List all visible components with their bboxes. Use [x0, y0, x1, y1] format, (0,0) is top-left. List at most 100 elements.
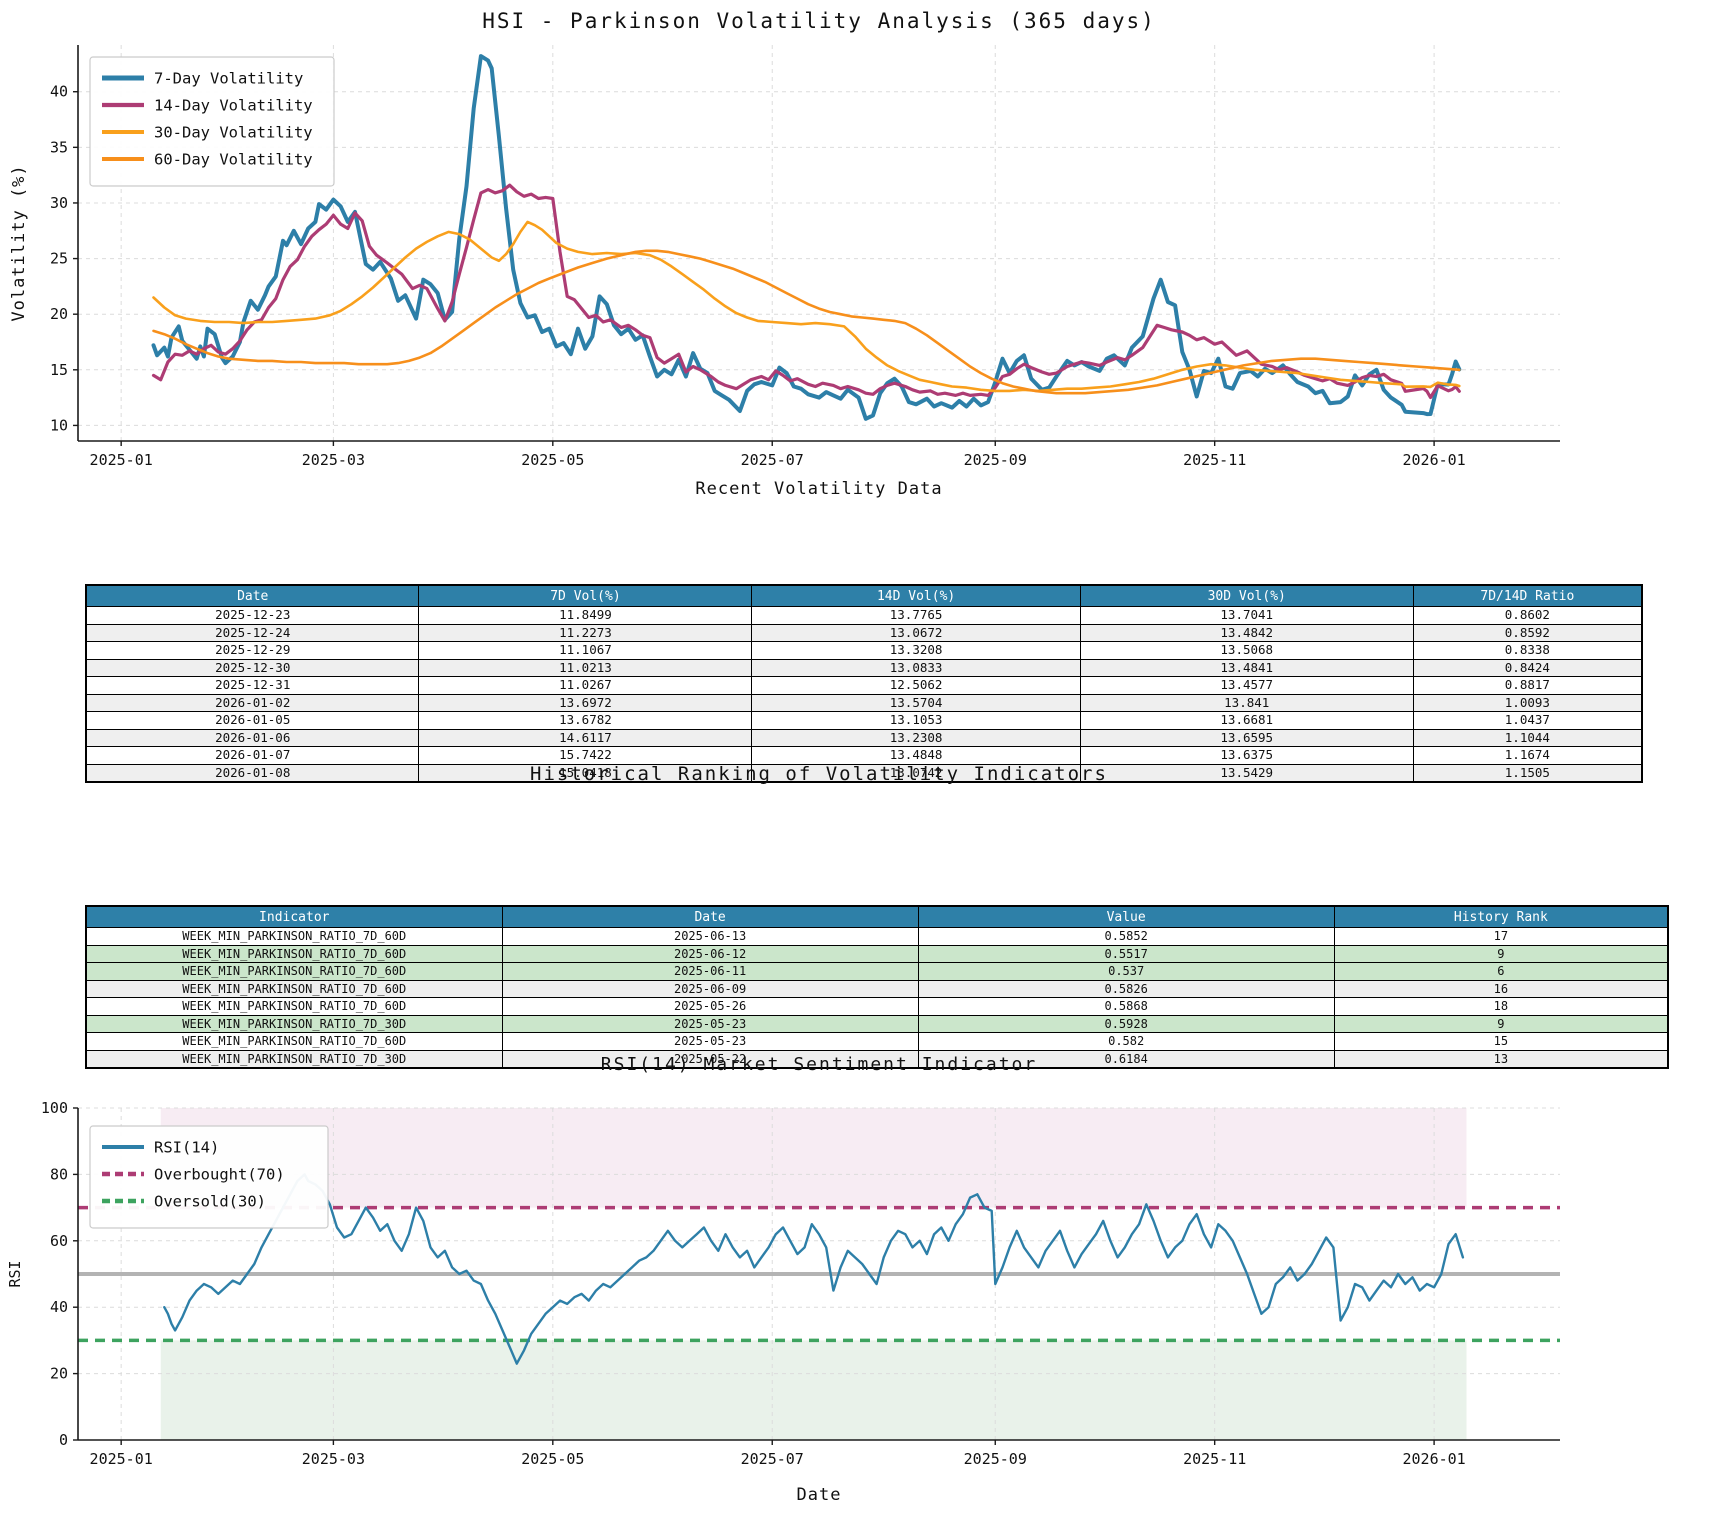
column-header: Date — [85, 584, 420, 607]
table-cell: 0.5517 — [917, 944, 1335, 963]
historical-ranking-table: Indicator Date Value History Rank WEEK_MIN_… — [85, 905, 1669, 1069]
table-cell: 13.5068 — [1079, 641, 1414, 660]
column-header: Date — [501, 905, 919, 928]
legend-label: 60-Day Volatility — [154, 151, 313, 169]
table-cell: 0.537 — [917, 962, 1335, 981]
x-tick-label: 2025-03 — [302, 1450, 365, 1468]
table-cell: 9 — [1333, 944, 1669, 963]
table-row: 2025-12-24 11.2273 13.0672 13.4842 0.8592 — [85, 623, 1643, 642]
table-cell: 11.0267 — [418, 676, 753, 695]
table-cell: 13.2308 — [751, 728, 1081, 747]
table-cell: 2026-01-06 — [85, 728, 420, 747]
x-tick-label: 2025-05 — [521, 451, 584, 469]
recent-table-body: 2025-12-23 11.8499 13.7765 13.7041 0.8602 202… — [85, 606, 1643, 783]
table-cell: 18 — [1333, 997, 1669, 1016]
x-tick-label: 2025-11 — [1183, 1450, 1246, 1468]
ranking-table-body: WEEK_MIN_PARKINSON_RATIO_7D_60D 2025-06-1… — [85, 927, 1669, 1069]
overbought-zone — [160, 1108, 1467, 1208]
table-cell: 11.8499 — [418, 606, 753, 625]
table-cell: 13.841 — [1079, 693, 1414, 712]
table-cell: 2025-12-31 — [85, 676, 420, 695]
table-row: 2025-12-31 11.0267 12.5062 13.4577 0.8817 — [85, 676, 1643, 695]
table-cell: 2025-12-29 — [85, 641, 420, 660]
table-row: 2026-01-02 13.6972 13.5704 13.841 1.0093 — [85, 693, 1643, 712]
table-cell: 17 — [1333, 927, 1669, 946]
table-cell: 0.6184 — [917, 1049, 1335, 1069]
rsi-chart-title: RSI(14) Market Sentiment Indicator — [601, 1054, 1037, 1075]
column-header: 7D Vol(%) — [418, 584, 753, 607]
table-cell: 13.6782 — [418, 711, 753, 730]
x-tick-label: 2025-01 — [90, 1450, 153, 1468]
x-tick-label: 2025-01 — [90, 451, 153, 469]
table-cell: 13.7041 — [1079, 606, 1414, 625]
x-tick-label: 2025-07 — [741, 451, 804, 469]
x-tick-label: 2025-11 — [1183, 451, 1246, 469]
table-cell: 13.4848 — [751, 746, 1081, 765]
table-cell: 0.5928 — [917, 1014, 1335, 1033]
x-tick-label: 2026-01 — [1402, 451, 1465, 469]
column-header: Value — [917, 905, 1335, 928]
legend-label: Overbought(70) — [154, 1166, 285, 1184]
table-cell: 1.1044 — [1412, 728, 1643, 747]
table-cell: 11.1067 — [418, 641, 753, 660]
table-cell: 0.5852 — [917, 927, 1335, 946]
y-tick-label: 35 — [50, 138, 68, 156]
table-row: WEEK_MIN_PARKINSON_RATIO_7D_60D 2025-06-1… — [85, 962, 1669, 981]
y-tick-label: 20 — [50, 305, 68, 323]
recent-table-title: Recent Volatility Data — [695, 479, 942, 499]
table-cell: 11.0213 — [418, 658, 753, 677]
volatility-y-axis-label: Volatility (%) — [9, 164, 29, 321]
table-cell: 1.0437 — [1412, 711, 1643, 730]
rsi-chart: 0 20 40 60 80 100 2025-01 2025-03 2025-05 2025-07… — [6, 1054, 1560, 1505]
table-cell: 13.7765 — [751, 606, 1081, 625]
table-row: WEEK_MIN_PARKINSON_RATIO_7D_30D 2025-05-2… — [85, 1049, 1669, 1069]
table-cell: 15.7422 — [418, 746, 753, 765]
table-cell: 15.0418 — [418, 763, 753, 783]
legend-box — [89, 1125, 329, 1229]
legend-label: RSI(14) — [154, 1139, 219, 1157]
table-cell: WEEK_MIN_PARKINSON_RATIO_7D_60D — [85, 944, 503, 963]
table-cell: 2025-12-30 — [85, 658, 420, 677]
ranking-table-head: Indicator Date Value History Rank — [85, 905, 1669, 928]
table-cell: 13.0833 — [751, 658, 1081, 677]
volatility-chart-title: HSI - Parkinson Volatility Analysis (365… — [482, 9, 1156, 33]
table-cell: 13.5429 — [1079, 763, 1414, 783]
table-cell: 13.6681 — [1079, 711, 1414, 730]
column-header: Indicator — [85, 905, 503, 928]
table-cell: 2025-06-13 — [501, 927, 919, 946]
recent-volatility-table: Date 7D Vol(%) 14D Vol(%) 30D Vol(%) 7D/14D … — [85, 584, 1643, 783]
y-tick-label: 80 — [50, 1165, 68, 1183]
legend-box — [89, 56, 335, 187]
table-row: WEEK_MIN_PARKINSON_RATIO_7D_60D 2025-06-1… — [85, 944, 1669, 963]
table-cell: 0.8338 — [1412, 641, 1643, 660]
table-cell: 2025-12-23 — [85, 606, 420, 625]
table-cell: 0.5826 — [917, 979, 1335, 998]
14-day-volatility-line — [151, 183, 1461, 400]
table-row: WEEK_MIN_PARKINSON_RATIO_7D_60D 2025-05-2… — [85, 1032, 1669, 1051]
table-cell: 13.1053 — [751, 711, 1081, 730]
table-cell: 2025-05-22 — [501, 1049, 919, 1069]
table-cell: 0.5868 — [917, 997, 1335, 1016]
oversold-zone — [160, 1340, 1467, 1440]
table-cell: 13.6595 — [1079, 728, 1414, 747]
y-tick-label: 10 — [50, 416, 68, 434]
x-tick-label: 2025-05 — [521, 1450, 584, 1468]
recent-table-head: Date 7D Vol(%) 14D Vol(%) 30D Vol(%) 7D/14D … — [85, 584, 1643, 607]
legend-label: 30-Day Volatility — [154, 124, 313, 142]
table-cell: 2025-05-23 — [501, 1014, 919, 1033]
y-tick-label: 15 — [50, 361, 68, 379]
y-tick-label: 20 — [50, 1365, 68, 1383]
table-row: WEEK_MIN_PARKINSON_RATIO_7D_60D 2025-06-1… — [85, 927, 1669, 946]
table-cell: 2025-06-09 — [501, 979, 919, 998]
column-header: 14D Vol(%) — [751, 584, 1081, 607]
table-cell: WEEK_MIN_PARKINSON_RATIO_7D_30D — [85, 1049, 503, 1069]
table-row: WEEK_MIN_PARKINSON_RATIO_7D_60D 2025-05-2… — [85, 997, 1669, 1016]
x-tick-label: 2025-09 — [964, 1450, 1027, 1468]
y-tick-label: 40 — [50, 1298, 68, 1316]
table-cell: 2025-06-11 — [501, 962, 919, 981]
table-row: WEEK_MIN_PARKINSON_RATIO_7D_60D 2025-06-0… — [85, 979, 1669, 998]
rsi-14--line — [163, 1173, 1465, 1365]
legend-label: 7-Day Volatility — [154, 70, 303, 88]
legend-label: 14-Day Volatility — [154, 97, 313, 115]
rsi-plot-area: 0 20 40 60 80 100 2025-01 2025-03 2025-05 2025-07… — [41, 1099, 1560, 1468]
